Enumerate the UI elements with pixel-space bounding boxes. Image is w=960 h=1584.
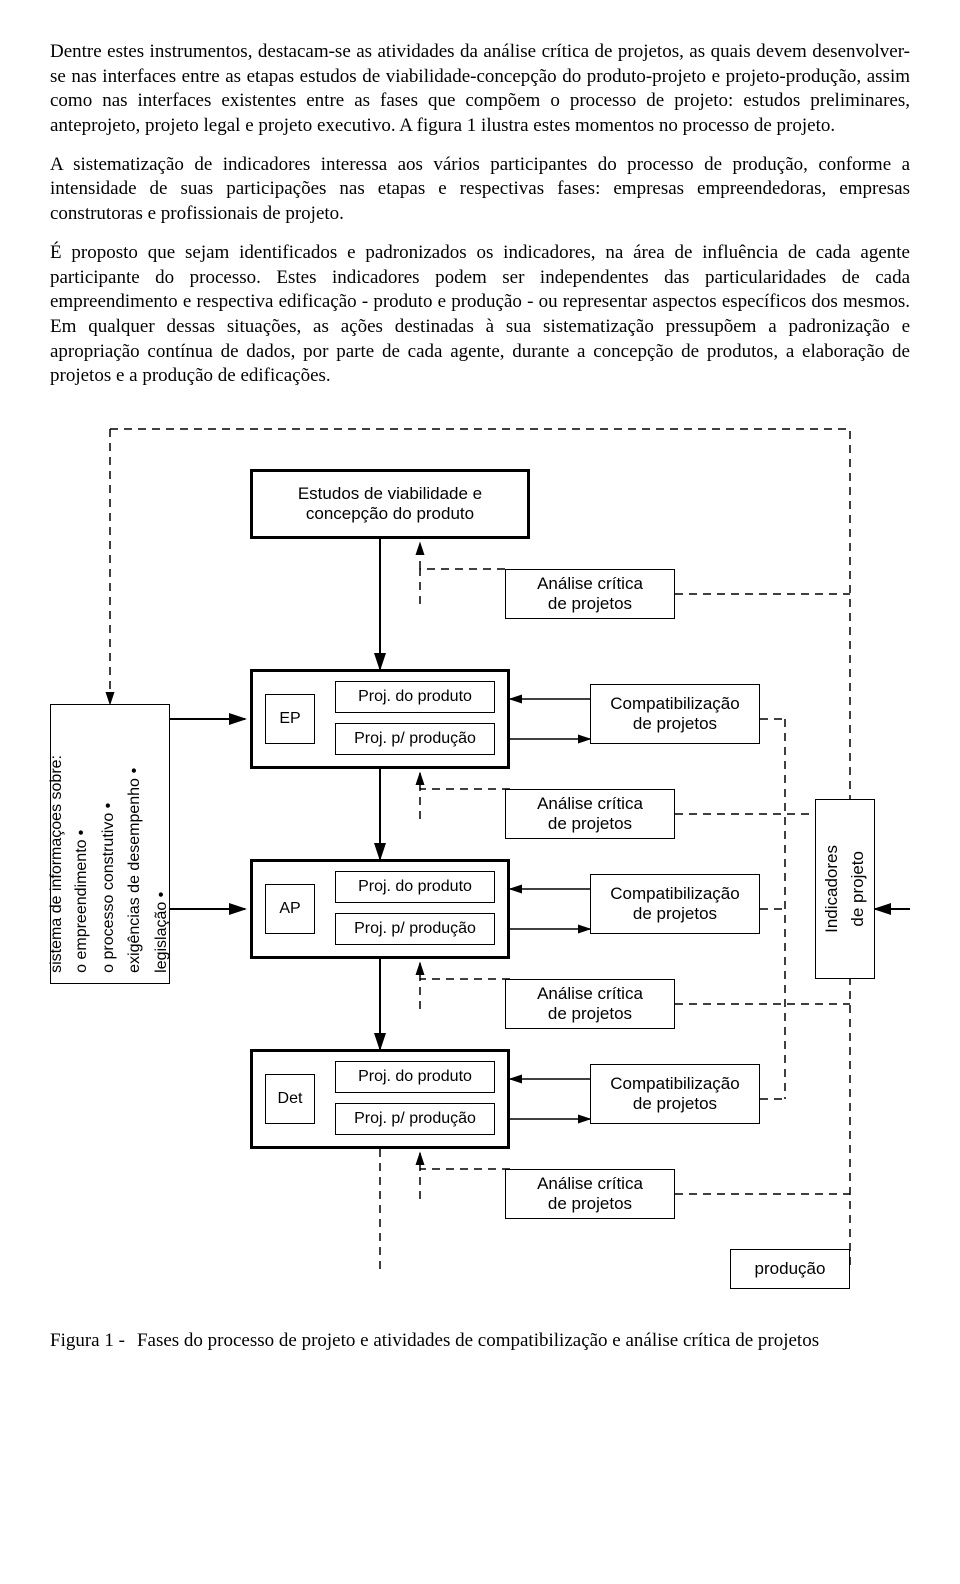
- figure-caption: Figura 1 - Fases do processo de projeto …: [50, 1329, 910, 1354]
- node-ep-label: EP: [265, 694, 315, 744]
- node-analise-3: Análise crítica de projetos: [505, 979, 675, 1029]
- sistema-item: o processo construtivo: [99, 768, 120, 973]
- node-det-proj-producao: Proj. p/ produção: [335, 1103, 495, 1135]
- node-analise-1: Análise crítica de projetos: [505, 569, 675, 619]
- node-det-proj-produto: Proj. do produto: [335, 1061, 495, 1093]
- sistema-list: o empreendimento o processo construtivo …: [72, 768, 173, 973]
- paragraph-3: É proposto que sejam identificados e pad…: [50, 241, 910, 389]
- sistema-item: legislação: [152, 768, 173, 973]
- node-indicadores: Indicadores de projeto: [815, 799, 875, 979]
- sistema-item: o empreendimento: [72, 768, 93, 973]
- sistema-title: sistema de informaçoes sobre:: [47, 755, 68, 973]
- flowchart: Estudos de viabilidade e concepção do pr…: [50, 419, 910, 1309]
- caption-text: Fases do processo de projeto e atividade…: [137, 1329, 819, 1354]
- node-ep-proj-producao: Proj. p/ produção: [335, 723, 495, 755]
- node-det-label: Det: [265, 1074, 315, 1124]
- paragraph-2: A sistematização de indicadores interess…: [50, 153, 910, 227]
- node-compat-3: Compatibilização de projetos: [590, 1064, 760, 1124]
- node-analise-4: Análise crítica de projetos: [505, 1169, 675, 1219]
- node-analise-2: Análise crítica de projetos: [505, 789, 675, 839]
- node-estudos-viabilidade: Estudos de viabilidade e concepção do pr…: [250, 469, 530, 539]
- indicadores-line1: Indicadores: [822, 845, 842, 933]
- node-ap-label: AP: [265, 884, 315, 934]
- node-sistema-informacoes: sistema de informaçoes sobre: o empreend…: [50, 704, 170, 984]
- node-ap-proj-produto: Proj. do produto: [335, 871, 495, 903]
- node-producao: produção: [730, 1249, 850, 1289]
- caption-label: Figura 1 -: [50, 1329, 137, 1354]
- node-compat-2: Compatibilização de projetos: [590, 874, 760, 934]
- sistema-item: exigências de desempenho: [125, 768, 146, 973]
- indicadores-line2: de projeto: [848, 851, 868, 927]
- node-ap-proj-producao: Proj. p/ produção: [335, 913, 495, 945]
- node-compat-1: Compatibilização de projetos: [590, 684, 760, 744]
- node-ep-proj-produto: Proj. do produto: [335, 681, 495, 713]
- paragraph-1: Dentre estes instrumentos, destacam-se a…: [50, 40, 910, 139]
